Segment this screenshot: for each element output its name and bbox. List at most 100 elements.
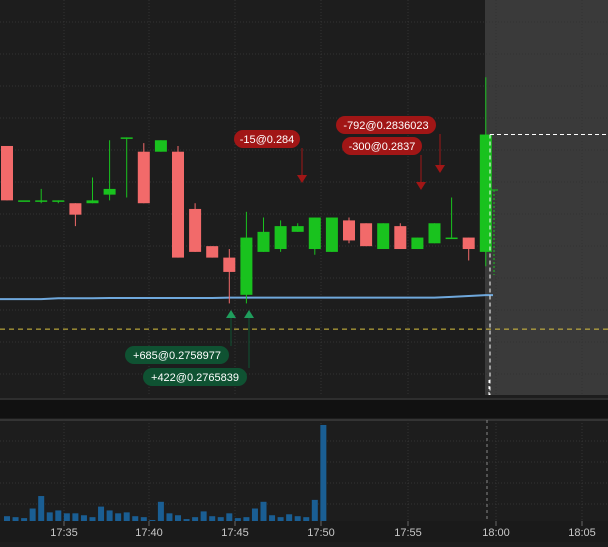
candle <box>462 237 475 261</box>
candle-body <box>308 217 321 250</box>
candle-body <box>154 140 167 152</box>
candle <box>343 217 355 244</box>
volume-bar <box>243 517 250 521</box>
volume-bar <box>38 496 45 521</box>
trade-badge-sell: -300@0.2837 <box>342 137 426 190</box>
candle <box>206 246 219 258</box>
candle-body <box>428 223 441 244</box>
volume-bar <box>4 516 10 521</box>
volume-bar <box>21 518 28 521</box>
volume-bar <box>63 513 70 521</box>
candle <box>428 223 441 244</box>
volume-bar <box>123 512 130 521</box>
candle <box>1 145 13 201</box>
volume-bar <box>209 516 216 521</box>
volume-bar <box>12 517 19 521</box>
trade-badge-buy-pill <box>125 346 229 364</box>
candle <box>137 143 150 204</box>
time-tick-label: 17:45 <box>221 527 249 539</box>
time-tick-label: 17:40 <box>135 527 163 539</box>
candle-body <box>360 223 373 247</box>
candle-body <box>69 203 82 215</box>
trade-badge-buy-pill <box>143 368 247 386</box>
trade-badge-sell-arrow <box>435 165 445 173</box>
candle <box>223 249 236 304</box>
candle-body <box>103 188 116 195</box>
candle-body <box>137 151 150 204</box>
candle <box>69 203 82 227</box>
trade-badge-sell-arrow <box>416 182 426 190</box>
trade-badge-buy-label: +685@0.2758977 <box>133 350 221 362</box>
volume-bar <box>72 513 79 521</box>
candle <box>325 217 338 252</box>
trade-badge-sell-arrow <box>297 175 307 183</box>
volume-bar <box>89 517 96 521</box>
candle-body <box>462 237 475 250</box>
volume-bar <box>115 513 122 521</box>
trade-badge-sell-label: -15@0.284 <box>240 134 295 146</box>
time-tick-label: 17:35 <box>50 527 78 539</box>
time-tick-label: 17:50 <box>307 527 335 539</box>
candle <box>445 197 458 240</box>
forecast-box <box>489 134 608 395</box>
candle-body <box>86 200 99 204</box>
candle-body <box>343 220 355 241</box>
time-axis <box>0 521 608 542</box>
volume-bar <box>80 515 87 521</box>
volume-bar <box>277 517 284 521</box>
candle <box>411 237 424 250</box>
candle <box>35 188 48 204</box>
volume-bar <box>149 520 156 521</box>
candle <box>120 137 133 198</box>
candle <box>18 200 31 202</box>
trade-badge-sell-pill <box>342 137 422 155</box>
volume-bar <box>106 510 113 521</box>
volume-bar <box>166 513 173 521</box>
candle <box>172 145 184 258</box>
volume-bar <box>269 515 276 521</box>
candle <box>257 217 270 252</box>
candle <box>291 223 304 232</box>
time-tick-label: 18:05 <box>568 527 596 539</box>
trade-badge-sell-label: -792@0.2836023 <box>343 120 428 132</box>
candle-body <box>189 208 202 252</box>
candle-body <box>35 200 48 202</box>
candle-body <box>52 200 65 202</box>
candle-body <box>445 237 458 240</box>
trade-badge-sell-label: -300@0.2837 <box>349 141 416 153</box>
candle <box>394 223 407 250</box>
candle-body <box>411 237 424 250</box>
volume-bar <box>226 513 233 521</box>
volume-bar <box>140 517 147 521</box>
candle-body <box>394 226 407 250</box>
trade-badge-buy: +685@0.2758977 <box>125 310 236 364</box>
candle <box>240 211 253 304</box>
candle <box>189 203 202 252</box>
candle-body <box>240 237 253 295</box>
trade-badge-buy-arrow <box>226 310 236 318</box>
volume-bar <box>157 501 164 521</box>
trade-badge-sell: -792@0.2836023 <box>336 116 445 173</box>
trade-badge-sell: -15@0.284 <box>234 130 307 183</box>
volume-bar <box>320 425 327 521</box>
trade-badge-buy-label: +422@0.2765839 <box>151 372 239 384</box>
candle-body <box>257 231 270 252</box>
volume-bar <box>192 517 199 521</box>
candle-body <box>18 200 31 202</box>
candle-body <box>206 246 219 258</box>
trade-badge-sell-pill <box>234 130 300 148</box>
volume-bar <box>175 515 181 521</box>
time-tick-label: 18:00 <box>482 527 510 539</box>
candle-body <box>479 134 492 252</box>
candle-body <box>291 226 304 232</box>
candle <box>86 177 99 204</box>
candle-body <box>120 137 133 139</box>
volume-bar <box>29 508 36 521</box>
volume-bar <box>234 518 241 521</box>
candle-body <box>1 145 13 201</box>
volume-bar <box>294 516 301 521</box>
candle-body <box>223 257 236 272</box>
volume-bar <box>260 501 267 521</box>
